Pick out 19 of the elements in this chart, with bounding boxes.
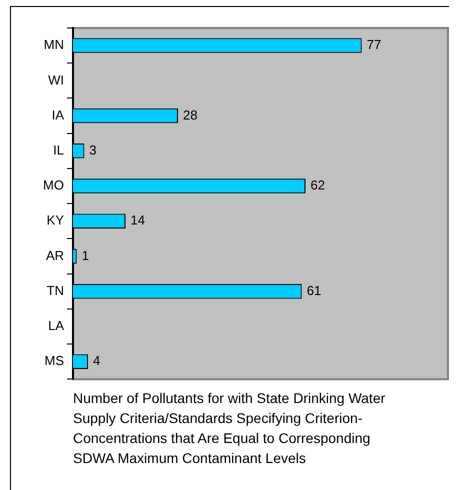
y-tick-label: MN (44, 37, 64, 52)
y-tick-label: TN (46, 282, 64, 298)
data-label: 28 (183, 107, 198, 122)
y-tick-label: IA (52, 107, 64, 122)
data-label: 61 (306, 282, 322, 298)
y-tick-label: MO (43, 178, 64, 193)
x-axis-title: Number of Pollutants for with State Drinking Water Supply Criteria/Standards Specifying Criterion-Concentrations that Are Equal to Corresponding SDWA Maximum Contaminant Levels (73, 389, 386, 468)
y-tick-label: IL (53, 142, 64, 158)
y-tick-label: AR (46, 248, 64, 263)
y-tick-label: KY (46, 212, 64, 228)
data-label: 62 (310, 178, 325, 193)
y-tick-label: MS (44, 353, 64, 368)
data-label: 3 (89, 142, 96, 158)
y-tick-label: WI (48, 72, 64, 88)
data-label: 77 (366, 37, 382, 52)
data-label: 1 (82, 248, 89, 263)
data-label: 14 (130, 212, 145, 228)
data-label: 4 (93, 353, 100, 368)
y-tick-label: LA (48, 318, 64, 334)
